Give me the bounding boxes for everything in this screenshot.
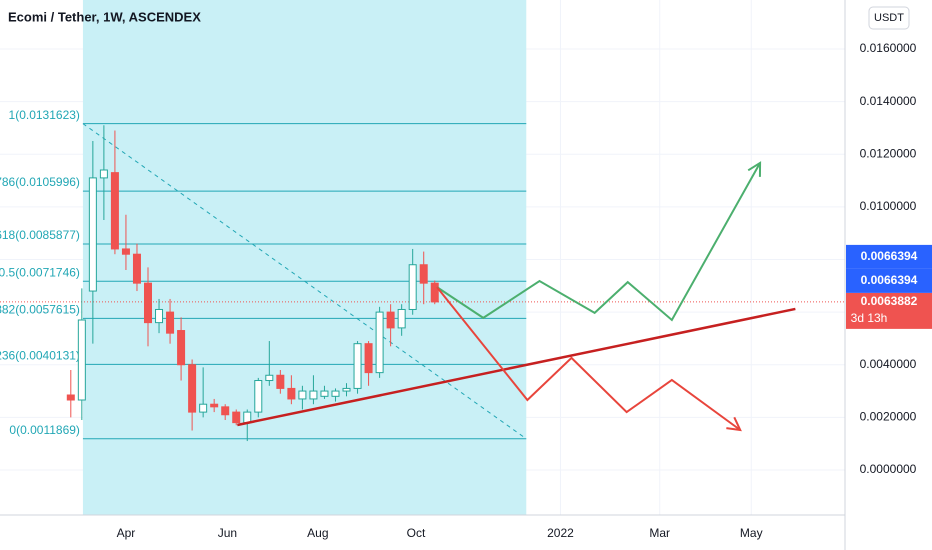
- candle-body: [320, 390, 329, 397]
- y-tick-label: 0.0100000: [860, 199, 917, 213]
- y-tick-label: 0.0000000: [860, 462, 917, 476]
- candle-body: [155, 308, 164, 324]
- candle-body: [132, 253, 141, 284]
- candle-body: [386, 311, 395, 329]
- candle-body: [232, 411, 241, 424]
- x-tick-label: May: [740, 526, 763, 540]
- price-marker: [846, 244, 932, 269]
- candle-body: [77, 319, 86, 401]
- fib-label: 1(0.0131623): [9, 108, 80, 122]
- candle-body: [397, 308, 406, 329]
- y-tick-label: 0.0040000: [860, 357, 917, 371]
- candle-body: [144, 282, 153, 324]
- projection-path: [436, 286, 741, 431]
- candle-body: [298, 390, 307, 400]
- candle-body: [364, 343, 373, 374]
- last-price-label: 0.0063882: [861, 294, 918, 308]
- fib-label: 236(0.0040131): [0, 349, 80, 363]
- x-tick-label: Apr: [117, 526, 136, 540]
- fib-label: 0.5(0.0071746): [0, 265, 80, 279]
- candle-body: [221, 406, 230, 416]
- candle-body: [99, 169, 108, 179]
- fib-label: 618(0.0085877): [0, 228, 80, 242]
- projection-path: [436, 162, 761, 322]
- candle-body: [188, 364, 197, 413]
- x-tick-label: Jun: [218, 526, 237, 540]
- candle-body: [66, 394, 75, 401]
- candle-body: [430, 282, 439, 303]
- candle-body: [375, 311, 384, 374]
- currency-label[interactable]: USDT: [874, 12, 904, 24]
- candle-body: [408, 264, 417, 310]
- y-tick-label: 0.0140000: [860, 94, 917, 108]
- fib-label: 382(0.0057615): [0, 303, 80, 317]
- y-tick-label: 0.0120000: [860, 146, 917, 160]
- candle-body: [177, 330, 186, 366]
- candle-body: [243, 411, 252, 424]
- candle-body: [199, 403, 208, 413]
- candle-body: [265, 374, 274, 382]
- fib-label: 0(0.0011869): [9, 423, 80, 437]
- x-tick-label: Oct: [407, 526, 426, 540]
- price-marker: [846, 268, 932, 293]
- y-tick-label: 0.0160000: [860, 41, 917, 55]
- candle-body: [331, 390, 340, 397]
- candle-body: [309, 390, 318, 400]
- fib-zone: [82, 0, 527, 515]
- y-tick-label: 0.0020000: [860, 410, 917, 424]
- candle-body: [166, 311, 175, 334]
- chart-title: Ecomi / Tether, 1W, ASCENDEX: [8, 9, 201, 24]
- trendline: [237, 307, 796, 427]
- price-marker-label: 0.0066394: [861, 273, 918, 287]
- candle-body: [419, 264, 428, 284]
- fib-label: 786(0.0105996): [0, 175, 80, 189]
- candle-body: [276, 374, 285, 389]
- candle-body: [110, 172, 119, 250]
- price-marker-label: 0.0066394: [861, 249, 918, 263]
- countdown-label: 3d 13h: [851, 311, 888, 325]
- x-tick-label: 2022: [547, 526, 574, 540]
- candle-body: [254, 380, 263, 413]
- fib-trend: [82, 123, 527, 440]
- projection-arrow: [747, 161, 762, 177]
- x-tick-label: Aug: [307, 526, 328, 540]
- candle-body: [88, 177, 97, 292]
- last-price-tag: [846, 292, 932, 329]
- projection-arrow: [726, 416, 742, 432]
- candle-body: [287, 387, 296, 400]
- plot-area: 1(0.0131623) 786(0.0105996) 618(0.0085877)…: [0, 0, 845, 515]
- candle-body: [353, 343, 362, 389]
- candle-body: [342, 387, 351, 392]
- currency-button[interactable]: [868, 6, 910, 30]
- x-tick-label: Mar: [649, 526, 670, 540]
- candle-body: [210, 403, 219, 408]
- candle-body: [121, 248, 130, 255]
